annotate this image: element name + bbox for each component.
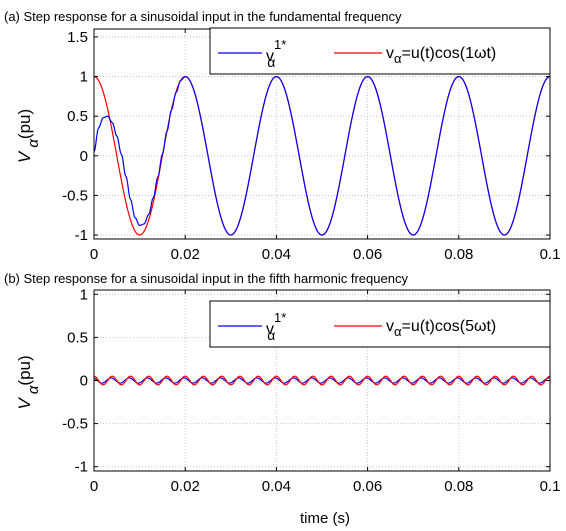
y-tick-label: -0.5	[62, 187, 88, 204]
y-tick-label: 1	[80, 69, 88, 86]
legend-label-blue: v1* α	[266, 37, 286, 70]
series-line-blue	[94, 75, 550, 236]
panel-b: 0 0.02 0.04 0.06 0.08 0.1 -1 -0.5 0 0.5 1 V α(pu) v1…	[15, 286, 560, 495]
y-tick-label: -0.5	[62, 416, 88, 433]
x-tick-label: 0.1	[540, 478, 561, 495]
x-tick-label: 0.08	[444, 246, 473, 263]
series-group	[94, 75, 550, 236]
y-tick-label: 0.5	[67, 108, 88, 125]
y-tick-label: 0	[80, 373, 88, 390]
x-tick-label: 0.04	[262, 246, 291, 263]
series-group	[94, 375, 550, 386]
panel-b-title: (b) Step response for a sinusoidal input…	[4, 271, 408, 286]
y-tick-label: 0.5	[67, 329, 88, 346]
x-tick-label: 0.02	[171, 246, 200, 263]
x-tick-label: 0	[90, 478, 98, 495]
y-tick-label: -1	[75, 459, 88, 476]
legend: v1* α vα=u(t)cos(5ωt)	[209, 300, 551, 348]
x-tick-label: 0.1	[540, 246, 561, 263]
x-tick-label: 0	[90, 246, 98, 263]
x-tick-label: 0.06	[353, 478, 382, 495]
y-axis-label: V α(pu)	[15, 109, 42, 163]
legend: v1* α vα=u(t)cos(1ωt)	[209, 27, 551, 75]
y-tick-label: -1	[75, 227, 88, 244]
x-tick-label: 0.02	[171, 478, 200, 495]
y-tick-label: 0	[80, 148, 88, 165]
panel-a: 0 0.02 0.04 0.06 0.08 0.1 -1 -0.5 0 0.5 1 1.5 V α(pu…	[15, 27, 561, 263]
legend-box	[209, 300, 551, 348]
legend-label-blue: v1* α	[266, 310, 286, 343]
y-axis-label: V α(pu)	[15, 355, 42, 409]
x-tick-label: 0.08	[444, 478, 473, 495]
x-tick-label: 0.06	[353, 246, 382, 263]
panel-a-title: (a) Step response for a sinusoidal input…	[4, 9, 402, 24]
x-tick-label: 0.04	[262, 478, 291, 495]
legend-label-red: vα=u(t)cos(5ωt)	[386, 318, 496, 339]
y-tick-label: 1.5	[67, 29, 88, 46]
x-axis-label: time (s)	[300, 510, 350, 527]
legend-label-red: vα=u(t)cos(1ωt)	[386, 45, 496, 66]
legend-box	[209, 27, 551, 75]
y-tick-label: 1	[80, 286, 88, 303]
series-line-red	[94, 375, 550, 386]
